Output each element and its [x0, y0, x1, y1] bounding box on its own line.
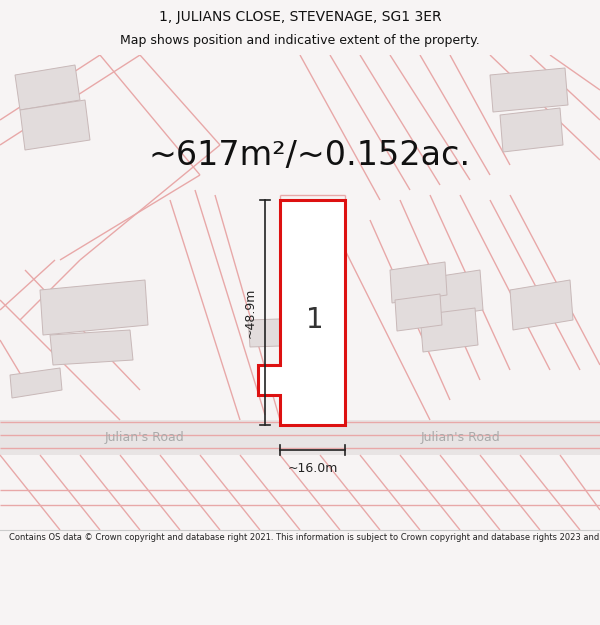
Polygon shape: [395, 294, 442, 331]
Polygon shape: [50, 330, 133, 365]
Text: 1: 1: [306, 306, 324, 334]
Text: 1, JULIANS CLOSE, STEVENAGE, SG1 3ER: 1, JULIANS CLOSE, STEVENAGE, SG1 3ER: [158, 10, 442, 24]
Polygon shape: [10, 368, 62, 398]
Text: ~617m²/~0.152ac.: ~617m²/~0.152ac.: [149, 139, 471, 171]
Polygon shape: [415, 270, 483, 320]
Polygon shape: [390, 262, 447, 303]
Text: Map shows position and indicative extent of the property.: Map shows position and indicative extent…: [120, 34, 480, 47]
Text: Julian's Road: Julian's Road: [105, 431, 185, 444]
Polygon shape: [510, 280, 573, 330]
Polygon shape: [248, 318, 312, 347]
Polygon shape: [258, 200, 345, 425]
Polygon shape: [420, 308, 478, 352]
Text: Julian's Road: Julian's Road: [420, 431, 500, 444]
Polygon shape: [15, 65, 80, 110]
Text: ~16.0m: ~16.0m: [287, 462, 338, 475]
Polygon shape: [500, 108, 563, 152]
Polygon shape: [490, 68, 568, 112]
Text: ~48.9m: ~48.9m: [244, 288, 257, 338]
Polygon shape: [40, 280, 148, 335]
Text: Contains OS data © Crown copyright and database right 2021. This information is : Contains OS data © Crown copyright and d…: [9, 533, 600, 542]
Polygon shape: [20, 100, 90, 150]
Polygon shape: [0, 420, 600, 455]
